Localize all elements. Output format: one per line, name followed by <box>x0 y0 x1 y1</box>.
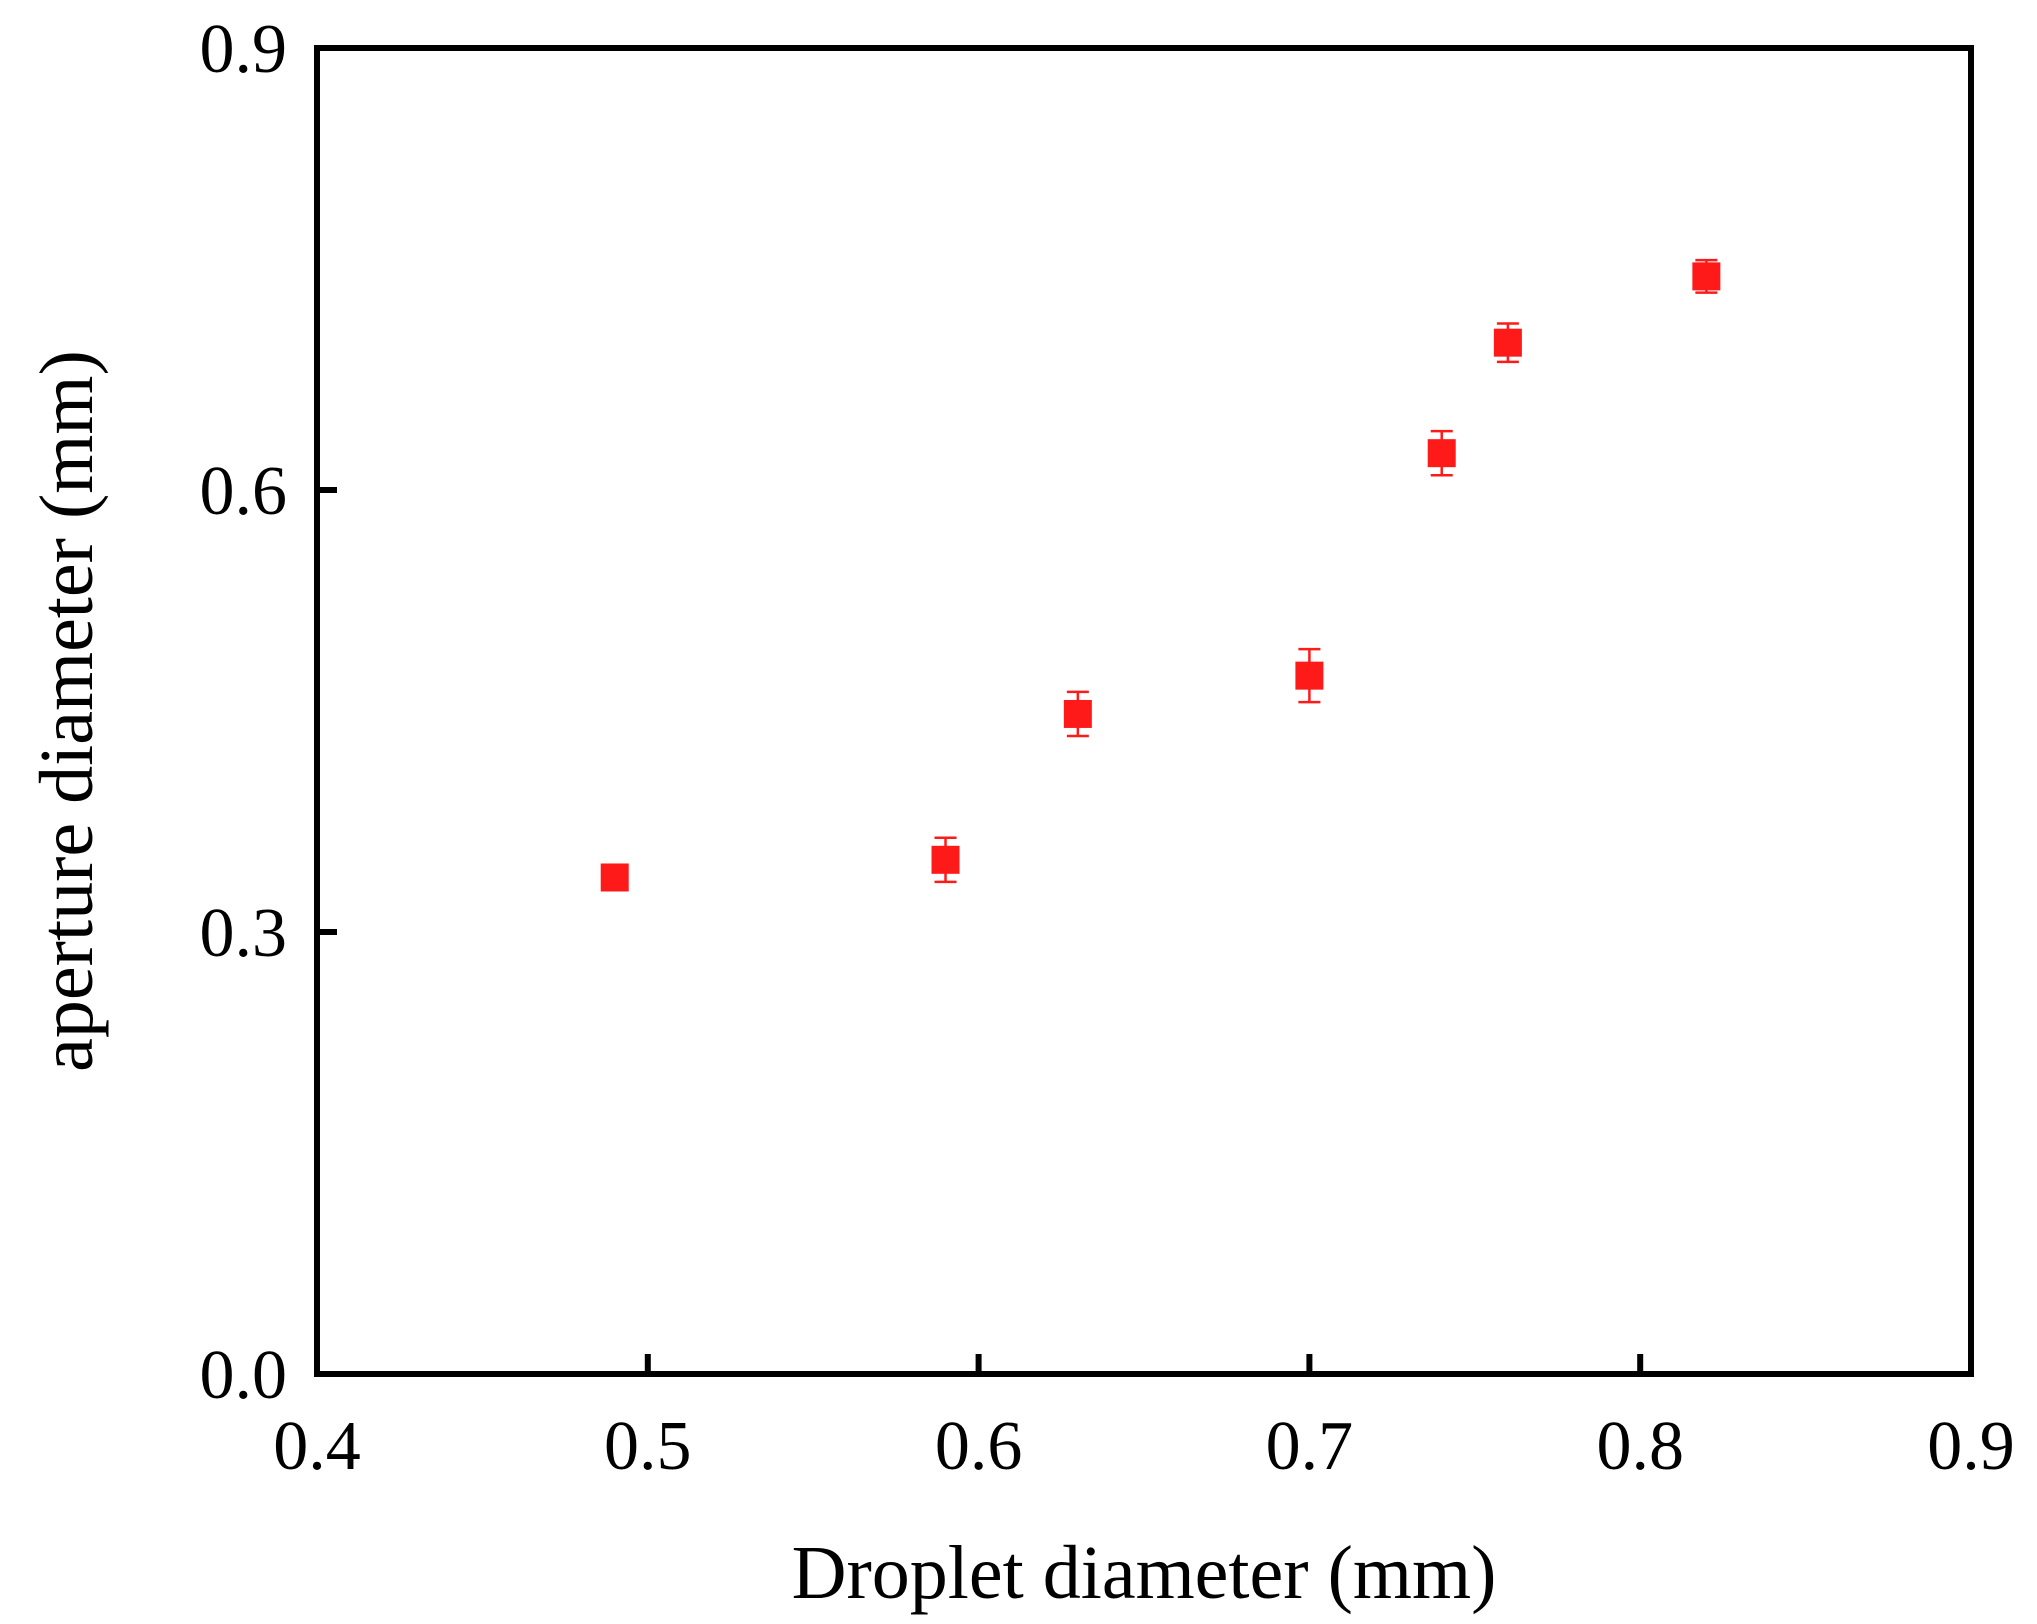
x-tick-label: 0.7 <box>1266 1408 1354 1485</box>
x-tick-label: 0.8 <box>1596 1408 1684 1485</box>
data-points <box>600 258 1721 892</box>
data-point <box>1295 647 1324 704</box>
square-marker <box>1692 262 1721 291</box>
square-marker <box>1063 699 1092 728</box>
data-point <box>1692 258 1721 294</box>
data-point <box>1427 429 1456 477</box>
square-marker <box>931 845 960 874</box>
square-marker <box>600 863 629 892</box>
y-tick-label: 0.3 <box>200 895 288 972</box>
x-tick-label: 0.4 <box>273 1408 361 1485</box>
y-tick-label: 0.0 <box>200 1337 288 1414</box>
data-point <box>1493 322 1522 364</box>
y-tick-label: 0.6 <box>200 453 288 530</box>
axis-ticks <box>314 45 1974 1377</box>
square-marker <box>1493 328 1522 357</box>
square-marker <box>1295 661 1324 690</box>
square-marker <box>1427 439 1456 468</box>
data-point <box>600 863 629 892</box>
y-tick-label: 0.9 <box>200 11 288 88</box>
x-tick-label: 0.9 <box>1927 1408 2015 1485</box>
x-tick-label: 0.6 <box>935 1408 1023 1485</box>
tick-labels: 0.4 0.5 0.6 0.7 0.8 0.9 0.0 0.3 0.6 0.9 <box>200 11 2015 1485</box>
data-point <box>931 836 960 884</box>
x-axis-title: Droplet diameter (mm) <box>792 1531 1497 1615</box>
data-point <box>1063 690 1092 738</box>
y-axis-title: aperture diameter (mm) <box>25 350 109 1072</box>
x-tick-label: 0.5 <box>604 1408 692 1485</box>
plot-frame <box>314 45 1974 1377</box>
